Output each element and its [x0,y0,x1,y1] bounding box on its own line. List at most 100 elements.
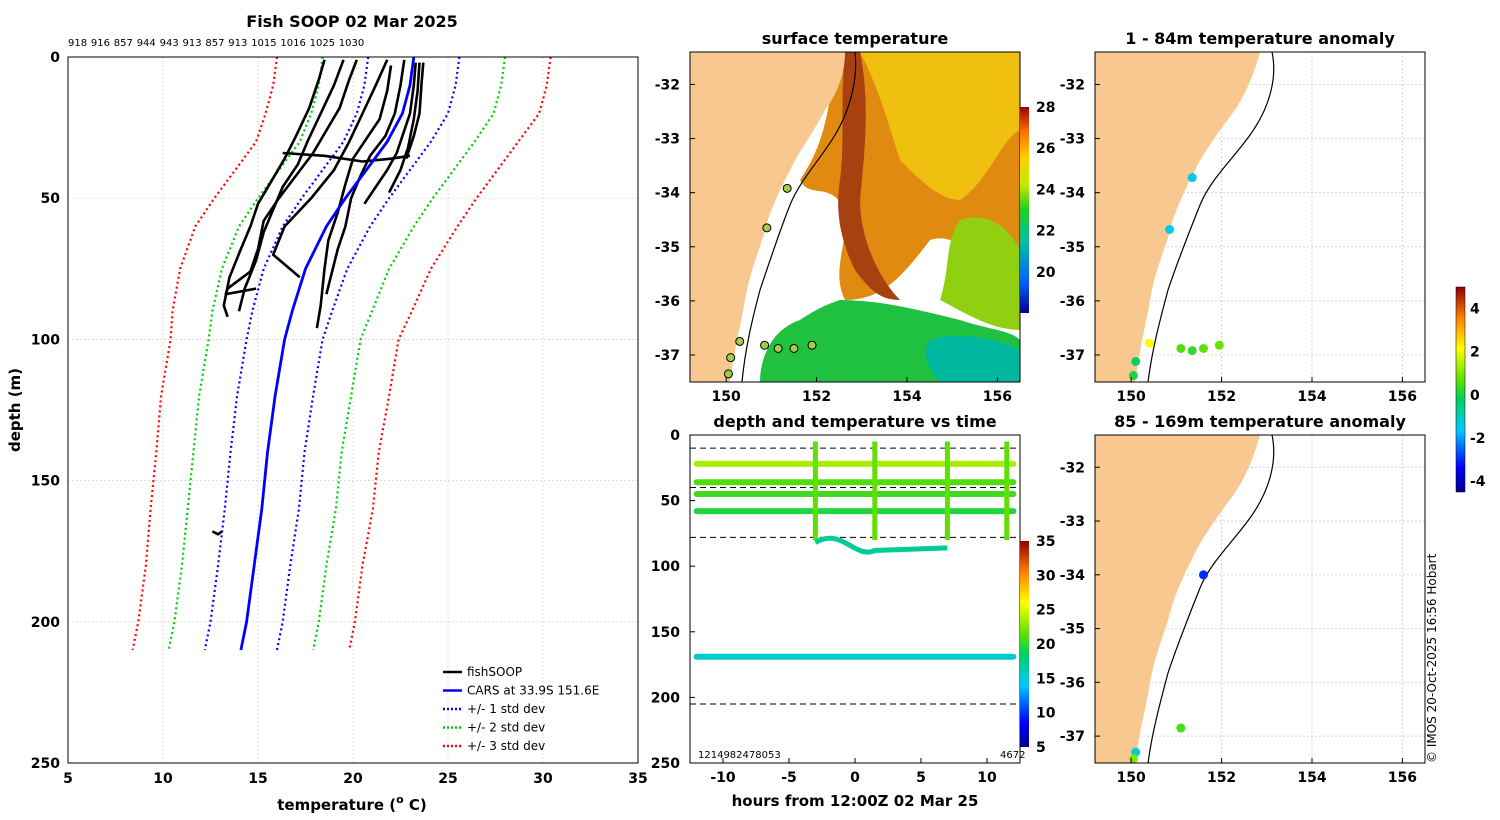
profile-fishsoop-cast [271,59,389,279]
sst-station-marker [735,336,745,346]
map-x-tick-label: 150 [1117,389,1146,405]
sst-cyan-patch [925,335,1020,382]
anomaly-shallow-title: 1 - 84m temperature anomaly [1125,29,1395,48]
legend-label: CARS at 33.9S 151.6E [467,684,599,698]
profile-std2-upper [312,57,507,651]
depth-time-bottom-right-label: 4672 [1000,750,1025,761]
map-y-tick-label: -33 [1060,132,1085,148]
profile-ticks: 5 10 15 20 25 30 35 0 50 100 150 200 250 [31,50,648,787]
anomaly-point [1198,570,1208,580]
sst-map-panel: surface temperature 150 152 154 156 -32 -33 -3… [655,29,1056,405]
sst-map-title: surface temperature [762,29,949,48]
anomaly-shallow-panel: 1 - 84m temperature anomaly 150 152 154 156… [1060,29,1426,405]
profile-top-label: 916 [91,38,110,49]
map-y-tick-label: -34 [1060,568,1086,584]
anomaly-shallow-isobath [1147,52,1275,382]
map-y-tick-label: -33 [655,132,680,148]
depth-time-x-tick-label: 5 [916,770,926,786]
profile-top-label: 1016 [280,38,305,49]
profile-y-tick-label: 250 [31,756,60,772]
anomaly-deep-axes-box [1094,434,1426,764]
map-x-tick-label: 156 [983,389,1012,405]
profile-x-tick-label: 30 [533,771,553,787]
depth-time-colorbar-tick-label: 15 [1036,671,1055,687]
map-y-tick-label: -32 [1060,460,1085,476]
sst-colorbar-tick-label: 26 [1036,141,1055,157]
anomaly-shallow-ticks: 150 152 154 156 -32 -33 -34 -35 -36 -37 [1060,77,1417,405]
profile-x-tick-label: 20 [343,771,363,787]
sst-station-marker [723,369,733,379]
depth-time-colorbar-ticks: 5 10 15 20 25 30 35 [1036,534,1056,756]
depth-time-traces [693,441,1017,660]
depth-time-y-tick-label: 0 [670,428,680,444]
profile-x-tick-label: 15 [248,771,267,787]
sst-station-marker [762,223,772,233]
map-y-tick-label: -34 [1060,186,1086,202]
map-x-tick-label: 152 [802,389,831,405]
profile-top-label: 913 [228,38,247,49]
depth-time-y-tick-label: 200 [651,690,680,706]
profile-fishsoop-cast [211,530,223,536]
map-y-tick-label: -36 [655,294,680,310]
map-y-tick-label: -36 [1060,294,1085,310]
profile-y-tick-label: 200 [31,615,60,631]
depth-time-colorbar-tick-label: 30 [1036,568,1056,584]
anomaly-point [1128,371,1138,381]
profile-fishsoop-cast [282,151,411,163]
sst-station-marker [782,183,792,193]
anomaly-colorbar-ticks: 4 2 0 -2 -4 [1470,302,1486,491]
anomaly-deep-map [1095,435,1425,763]
map-y-tick-label: -32 [1060,77,1085,93]
profile-panel: Fish SOOP 02 Mar 2025 918 916 857 944 943 913… [6,12,648,814]
anomaly-point [1198,343,1208,353]
map-x-tick-label: 152 [1207,389,1236,405]
sst-isobath [741,52,857,382]
map-x-tick-label: 154 [1297,770,1326,786]
map-y-tick-label: -36 [1060,675,1085,691]
profile-y-tick-label: 150 [31,474,60,490]
profile-legend: fishSOOP CARS at 33.9S 151.6E +/- 1 std de… [443,665,599,753]
depth-time-colorbar-tick-label: 5 [1036,740,1046,756]
map-y-tick-label: -35 [655,240,680,256]
sst-station-marker [760,340,770,350]
depth-time-plot-area [690,435,1020,763]
profile-cars-mean [239,57,416,651]
sst-green-eddy [940,217,1020,330]
sst-colorbar [1020,107,1029,313]
sst-land [690,52,845,382]
profile-xlabel: temperature (o C) [277,793,427,814]
profile-top-label: 1030 [339,38,364,49]
profile-lines [131,57,552,651]
credit-text: © IMOS 20-Oct-2025 16:56 Hobart [1425,553,1439,763]
profile-fishsoop-cast [315,65,393,329]
profile-top-label: 857 [114,38,133,49]
profile-y-tick-label: 50 [41,191,61,207]
legend-label: fishSOOP [467,665,522,679]
depth-time-x-tick-label: -10 [710,770,736,786]
profile-std3-upper [348,57,552,651]
map-y-tick-label: -32 [655,77,680,93]
profile-y-tick-label: 0 [50,50,60,66]
profile-axes-box [67,56,639,764]
depth-time-bottom-left-label: 1214982478053 [698,750,781,761]
profile-x-tick-label: 10 [153,771,173,787]
map-y-tick-label: -35 [1060,240,1085,256]
profile-top-label: 918 [68,38,87,49]
anomaly-shallow-points [1128,173,1224,381]
depth-time-y-tick-label: 150 [651,625,680,641]
sst-station-marker [726,353,736,363]
sst-yellow-offshore [860,52,1020,200]
sst-cloud-gap [784,200,840,310]
anomaly-point [1144,338,1154,348]
anomaly-deep-panel: 85 - 169m temperature anomaly 150 152 154 1… [1060,286,1486,786]
profile-top-label: 913 [183,38,202,49]
sst-station-marker [807,340,817,350]
sst-colorbar-tick-label: 24 [1036,182,1056,198]
anomaly-point [1165,224,1175,234]
anomaly-point [1214,340,1224,350]
sst-stations [723,183,817,379]
sst-core-eac [838,52,900,300]
sst-station-marker [789,343,799,353]
map-y-tick-label: -37 [655,348,680,364]
